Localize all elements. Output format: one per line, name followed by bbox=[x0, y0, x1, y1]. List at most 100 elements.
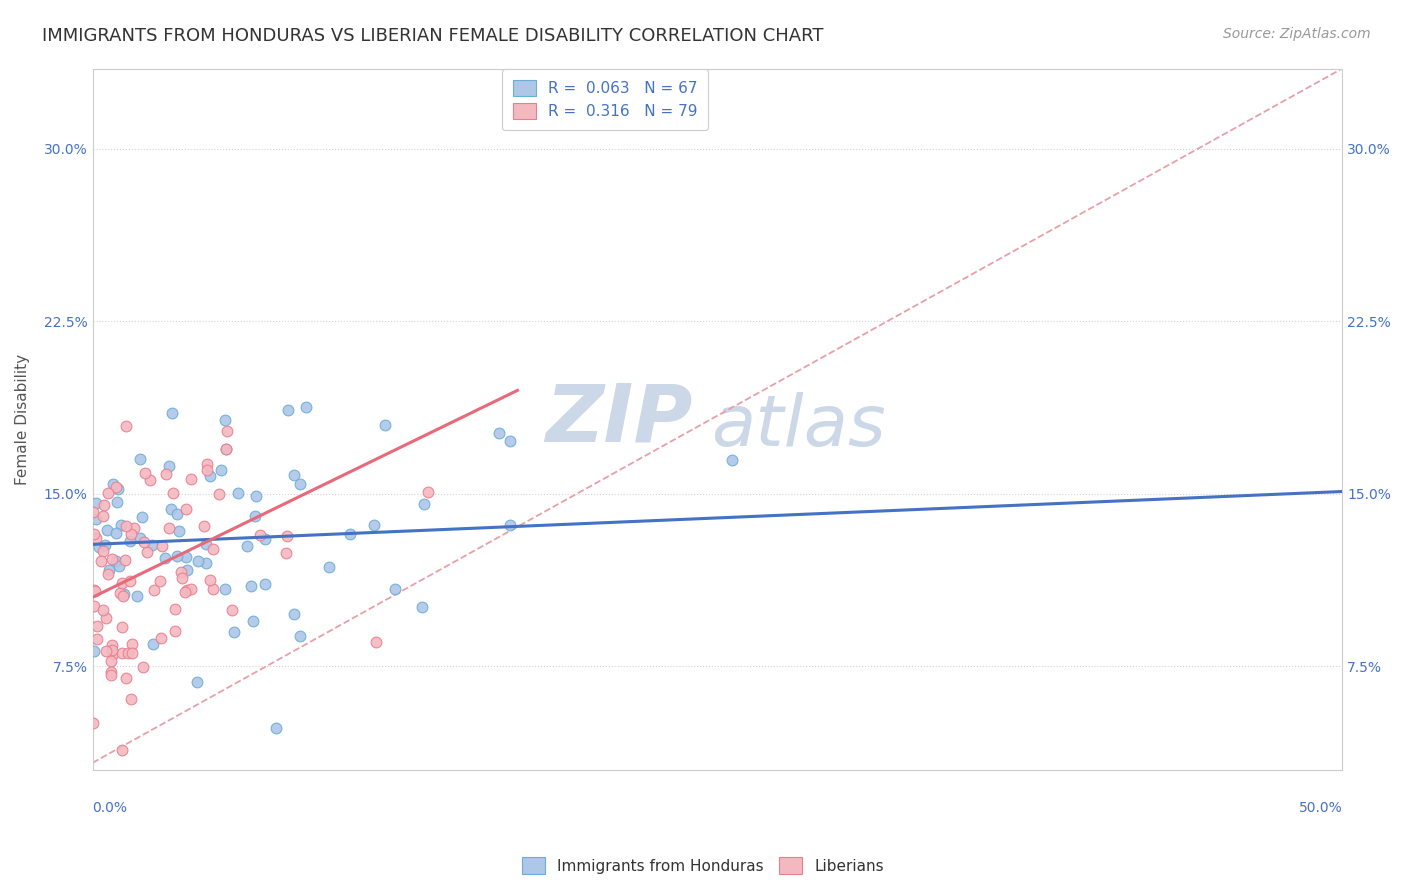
Point bbox=[264, 722, 287, 736]
Point bbox=[176, 583, 198, 598]
Point bbox=[100, 638, 122, 652]
Point bbox=[411, 600, 433, 615]
Point bbox=[180, 471, 202, 485]
Point bbox=[202, 582, 225, 597]
Point bbox=[170, 565, 193, 579]
Point bbox=[162, 486, 184, 500]
Point bbox=[101, 476, 124, 491]
Point bbox=[254, 577, 277, 591]
Point bbox=[176, 563, 198, 577]
Point bbox=[193, 519, 215, 533]
Point bbox=[104, 553, 127, 567]
Point bbox=[209, 463, 232, 477]
Text: ZIP: ZIP bbox=[546, 380, 692, 458]
Point bbox=[94, 538, 117, 552]
Point bbox=[198, 469, 221, 483]
Point bbox=[98, 563, 121, 577]
Point bbox=[194, 537, 217, 551]
Point bbox=[90, 554, 112, 568]
Point bbox=[222, 624, 245, 639]
Point bbox=[115, 672, 138, 686]
Point bbox=[108, 586, 131, 600]
Point bbox=[107, 483, 129, 497]
Point bbox=[197, 462, 219, 476]
Point bbox=[226, 485, 249, 500]
Text: IMMIGRANTS FROM HONDURAS VS LIBERIAN FEMALE DISABILITY CORRELATION CHART: IMMIGRANTS FROM HONDURAS VS LIBERIAN FEM… bbox=[42, 27, 824, 45]
Point bbox=[107, 558, 129, 573]
Point bbox=[84, 531, 107, 545]
Point bbox=[132, 660, 155, 674]
Point bbox=[114, 553, 136, 567]
Point bbox=[499, 434, 522, 448]
Point bbox=[96, 644, 118, 658]
Point bbox=[499, 517, 522, 532]
Point bbox=[208, 486, 231, 500]
Point bbox=[100, 654, 122, 668]
Point bbox=[121, 646, 143, 660]
Point bbox=[120, 691, 142, 706]
Point bbox=[277, 403, 299, 417]
Point bbox=[110, 576, 132, 591]
Point bbox=[142, 637, 165, 651]
Point bbox=[239, 578, 262, 592]
Point bbox=[134, 466, 156, 480]
Point bbox=[96, 611, 118, 625]
Point bbox=[157, 521, 180, 535]
Point bbox=[105, 480, 128, 494]
Point bbox=[110, 517, 132, 532]
Point bbox=[82, 715, 104, 730]
Point bbox=[374, 418, 396, 433]
Point bbox=[236, 539, 259, 553]
Point bbox=[125, 590, 148, 604]
Point bbox=[155, 467, 177, 481]
Point bbox=[84, 512, 107, 526]
Point bbox=[134, 535, 156, 549]
Point bbox=[294, 400, 316, 414]
Legend: R =  0.063   N = 67, R =  0.316   N = 79: R = 0.063 N = 67, R = 0.316 N = 79 bbox=[502, 70, 709, 130]
Point bbox=[150, 631, 173, 645]
Point bbox=[91, 508, 114, 523]
Point bbox=[129, 451, 152, 466]
Point bbox=[288, 629, 311, 643]
Point bbox=[139, 473, 162, 487]
Point bbox=[160, 406, 183, 420]
Point bbox=[186, 674, 208, 689]
Point bbox=[245, 508, 267, 523]
Point bbox=[249, 528, 271, 542]
Point bbox=[97, 486, 120, 500]
Point bbox=[105, 495, 128, 509]
Text: Source: ZipAtlas.com: Source: ZipAtlas.com bbox=[1223, 27, 1371, 41]
Point bbox=[122, 520, 145, 534]
Text: 50.0%: 50.0% bbox=[1299, 801, 1343, 815]
Point bbox=[142, 583, 165, 598]
Point bbox=[153, 551, 176, 566]
Point bbox=[86, 619, 108, 633]
Point bbox=[121, 637, 143, 651]
Point bbox=[82, 505, 104, 519]
Point bbox=[163, 602, 186, 616]
Point bbox=[83, 599, 105, 613]
Point bbox=[149, 574, 172, 588]
Point bbox=[290, 477, 312, 491]
Point bbox=[120, 527, 142, 541]
Point bbox=[274, 546, 297, 560]
Point bbox=[364, 634, 387, 648]
Point bbox=[86, 632, 108, 646]
Point bbox=[84, 496, 107, 510]
Point bbox=[166, 549, 188, 564]
Point bbox=[117, 646, 139, 660]
Y-axis label: Female Disability: Female Disability bbox=[15, 353, 30, 484]
Point bbox=[131, 509, 153, 524]
Point bbox=[214, 582, 236, 597]
Point bbox=[89, 540, 111, 554]
Point bbox=[141, 538, 163, 552]
Point bbox=[318, 559, 340, 574]
Legend: Immigrants from Honduras, Liberians: Immigrants from Honduras, Liberians bbox=[516, 851, 890, 880]
Point bbox=[253, 532, 276, 546]
Point bbox=[83, 526, 105, 541]
Point bbox=[100, 665, 122, 679]
Point bbox=[180, 582, 202, 596]
Point bbox=[118, 533, 141, 548]
Point bbox=[215, 442, 238, 456]
Point bbox=[245, 489, 267, 503]
